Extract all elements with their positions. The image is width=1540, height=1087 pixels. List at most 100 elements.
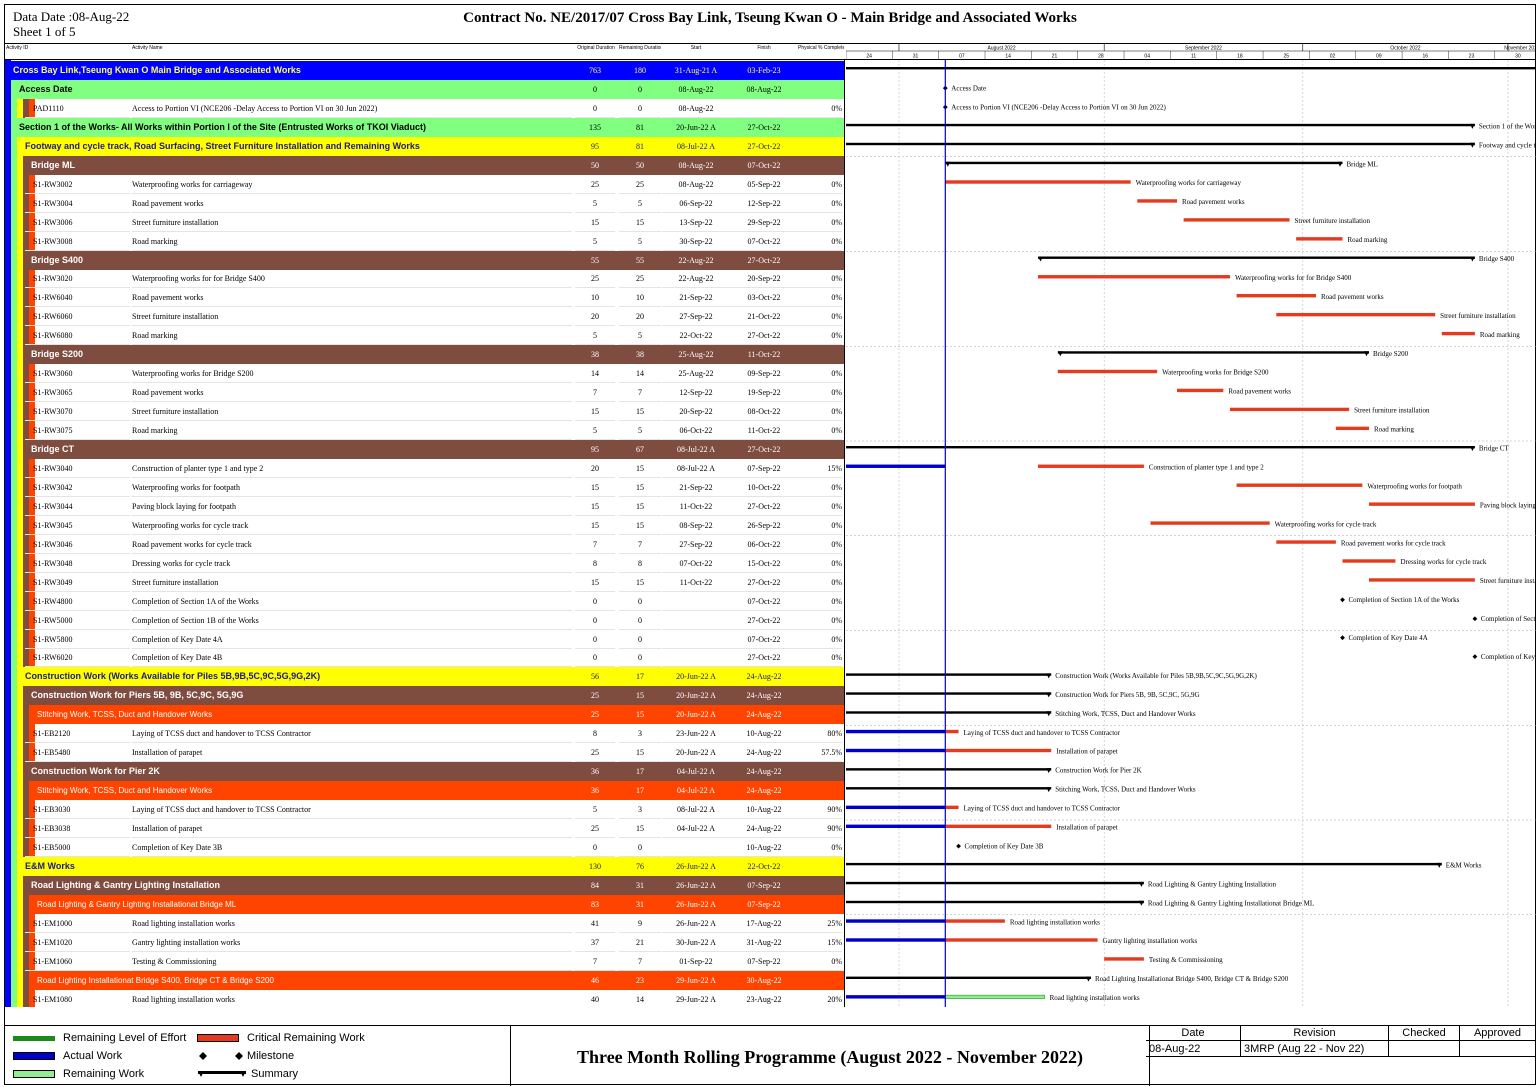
wbs-row[interactable]: Stitching Work, TCSS, Duct and Handover … [5,705,844,725]
activity-row[interactable]: S1-RW3020 Waterproofing works for for Bri… [5,269,844,289]
col-start[interactable]: Start [690,45,702,51]
wbs-title: Section 1 of the Works- All Works within… [19,121,427,132]
activity-row[interactable]: S1-EM1020 Gantry lighting installation wo… [5,933,844,952]
col-activity-id[interactable]: Activity ID [6,45,29,51]
wbs-start: 20-Jun-22 A [676,672,716,682]
activity-row[interactable]: S1-EM1080 Road lighting installation work… [5,990,844,1007]
wbs-row[interactable]: Bridge S400 55 55 22-Aug-22 27-Oct-22 [5,250,844,270]
actual-bar [846,824,946,828]
wbs-rd: 31 [636,899,644,909]
col-original-duration[interactable]: Original Duration [577,45,615,51]
col-physical-complete[interactable]: Physical % Complete [798,45,844,51]
activity-name: Street furniture installation [132,307,572,327]
legend-item-critical: Critical Remaining Work [197,1031,365,1045]
wbs-row[interactable]: Construction Work for Piers 5B, 9B, 5C,9… [5,686,844,706]
wbs-start: 29-Jun-22 A [676,975,716,985]
col-finish[interactable]: Finish [757,45,771,51]
wbs-title: Road Lighting & Gantry Lighting Installa… [37,899,237,909]
finish-date: 10-Aug-22 [730,724,798,744]
activity-row[interactable]: S1-RW3049 Street furniture installation 15… [5,573,844,592]
activity-row[interactable]: S1-RW3048 Dressing works for cycle track 8… [5,554,844,573]
physical-percent: 0% [798,402,842,422]
activity-row[interactable]: S1-RW6040 Road pavement works 10 10 21-Sep-2… [5,288,844,308]
activity-row[interactable]: S1-RW3040 Construction of planter type 1 … [5,459,844,478]
activity-row[interactable]: S1-RW6060 Street furniture installation 20… [5,307,844,327]
wbs-row[interactable]: Road Lighting Installationat Bridge S400… [5,970,844,990]
wbs-row[interactable]: Access Date 0 0 08-Aug-22 08-Aug-22 [5,79,844,99]
physical-percent: 15% [798,459,842,478]
critical-bar [1236,294,1317,298]
activity-name: Completion of Section 1A of the Works [132,592,572,611]
col-remaining-duration[interactable]: Remaining Duration [619,45,661,51]
activity-row[interactable]: S1-EB5480 Installation of parapet 25 15 20-J… [5,743,844,763]
activity-row[interactable]: S1-RW3070 Street furniture installation 15… [5,402,844,422]
start-date: 11-Oct-22 [662,573,730,592]
activity-row[interactable]: S1-EB3030 Laying of TCSS duct and handove… [5,800,844,820]
wbs-row[interactable]: Road Lighting & Gantry Lighting Installa… [5,894,844,914]
finish-date: 21-Oct-22 [730,307,798,327]
activity-row[interactable]: S1-RW3044 Paving block laying for footpat… [5,497,844,516]
wbs-row[interactable]: Bridge CT 95 67 08-Jul-22 A 27-Oct-22 [5,440,844,459]
activity-row[interactable]: S1-EB2120 Laying of TCSS duct and handove… [5,724,844,744]
activity-row[interactable]: S1-RW3002 Waterproofing works for carriag… [5,175,844,194]
physical-percent: 0% [798,516,842,535]
bar-label: Laying of TCSS duct and handover to TCSS… [964,805,1121,813]
activity-row[interactable]: S1-RW3006 Street furniture installation 15… [5,213,844,232]
wbs-row[interactable]: Construction Work (Works Available for P… [5,667,844,687]
bar-label: Waterproofing works for Bridge S200 [1162,369,1269,377]
wbs-row[interactable]: Road Lighting & Gantry Lighting Installa… [5,875,844,895]
activity-row[interactable]: S1-EM1000 Road lighting installation work… [5,914,844,933]
activity-row[interactable]: S1-RW3004 Road pavement works 5 5 06-Sep-22 1… [5,194,844,213]
activity-row[interactable]: S1-EM1060 Testing & Commissioning 7 7 01-Sep… [5,952,844,971]
wbs-start: 26-Jun-22 A [676,899,716,909]
activity-row[interactable]: S1-RW4800 Completion of Section 1A of the… [5,592,844,611]
remaining-duration: 0 [619,592,661,611]
wbs-row[interactable]: Section 1 of the Works- All Works within… [5,117,844,137]
activity-row[interactable]: S1-RW3060 Waterproofing works for Bridge … [5,364,844,384]
wbs-title: Bridge ML [31,159,75,170]
wbs-row[interactable]: Bridge ML 50 50 08-Aug-22 07-Oct-22 [5,155,844,175]
remaining-duration: 7 [619,535,661,554]
wbs-row[interactable]: Bridge S200 38 38 25-Aug-22 11-Oct-22 [5,345,844,365]
critical-bar [945,938,1098,942]
remaining-duration: 15 [619,819,661,838]
activity-row[interactable]: S1-RW3008 Road marking 5 5 30-Sep-22 07-Oct-2… [5,232,844,251]
bar-label: Stitching Work, TCSS, Duct and Handover … [1055,710,1196,718]
physical-percent: 0% [798,269,842,289]
wbs-title: Bridge S400 [31,254,84,265]
rev-header-revision: Revision [1241,1026,1389,1041]
wbs-row[interactable]: Construction Work for Pier 2K 36 17 04-Jul-… [5,762,844,782]
activity-row[interactable]: S1-EB5000 Completion of Key Date 3B 0 0 10-A… [5,838,844,857]
activity-row[interactable]: PAD1110 Access to Portion VI (NCE206 -Del… [5,99,844,118]
activity-row[interactable]: S1-RW3065 Road pavement works 7 7 12-Sep-22 1… [5,383,844,403]
activity-row[interactable]: S1-RW6080 Road marking 5 5 22-Oct-22 27-Oct-2… [5,326,844,346]
activity-row[interactable]: S1-EB3038 Installation of parapet 25 15 04-J… [5,819,844,838]
remaining-duration: 15 [619,573,661,592]
col-activity-name[interactable]: Activity Name [132,45,163,51]
wbs-row[interactable]: Footway and cycle track, Road Surfacing,… [5,136,844,156]
bar-label: Dressing works for cycle track [1400,558,1486,566]
activity-row[interactable]: S1-RW3075 Road marking 5 5 06-Oct-22 11-Oct-2… [5,421,844,441]
week-label: 28 [1098,54,1104,60]
activity-row[interactable]: S1-RW6020 Completion of Key Date 4B 0 0 27-O… [5,648,844,668]
finish-date: 27-Oct-22 [730,497,798,516]
start-date [662,592,730,611]
wbs-band [23,686,844,706]
summary-end-cap [1363,351,1369,357]
wbs-rd: 23 [636,975,644,985]
summary-bar [846,787,1052,790]
wbs-od: 83 [591,899,599,909]
start-date: 04-Jul-22 A [662,819,730,838]
wbs-title: Road Lighting Installationat Bridge S400… [37,975,274,985]
activity-row[interactable]: S1-RW5800 Completion of Key Date 4A 0 0 07-O… [5,630,844,649]
remaining-duration: 15 [619,497,661,516]
summary-end-cap [1138,900,1144,906]
bar-label: Road lighting installation works [1050,994,1140,1002]
activity-row[interactable]: S1-RW5000 Completion of Section 1B of the… [5,611,844,630]
wbs-row[interactable]: Stitching Work, TCSS, Duct and Handover … [5,781,844,801]
wbs-row[interactable]: Cross Bay Link,Tseung Kwan O Main Bridge… [5,61,844,80]
activity-row[interactable]: S1-RW3042 Waterproofing works for footpat… [5,478,844,497]
activity-row[interactable]: S1-RW3046 Road pavement works for cycle t… [5,535,844,554]
wbs-row[interactable]: E&M Works 130 76 26-Jun-22 A 22-Oct-22 [5,856,844,876]
activity-row[interactable]: S1-RW3045 Waterproofing works for cycle t… [5,516,844,535]
